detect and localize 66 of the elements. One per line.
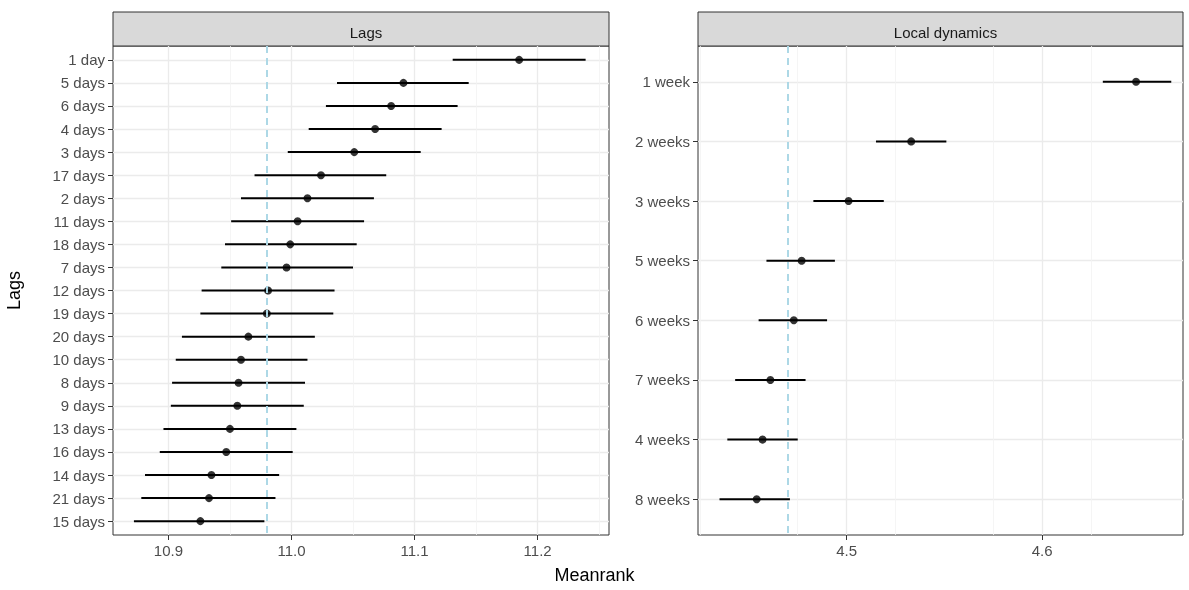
y-tick-label: 1 week (642, 73, 691, 91)
y-tick-label: 4 weeks (634, 431, 690, 449)
point (844, 197, 853, 206)
point (222, 447, 231, 456)
y-tick-label: 3 weeks (634, 192, 690, 210)
y-tick-label: 9 days (60, 397, 105, 415)
x-axis-title: Meanrank (554, 565, 636, 585)
point (282, 263, 291, 272)
point (317, 171, 325, 180)
point (286, 240, 295, 249)
point (387, 101, 396, 110)
y-tick-label: 2 days (60, 189, 105, 207)
y-tick-label: 15 days (52, 512, 105, 530)
point (233, 401, 242, 410)
y-tick-label: 4 days (60, 120, 105, 138)
x-tick-label: 11.0 (277, 542, 306, 559)
y-tick-label: 17 days (52, 166, 105, 184)
point (303, 194, 312, 203)
point (234, 378, 243, 387)
x-tick-label: 10.9 (153, 542, 183, 559)
point (797, 256, 806, 265)
chart-title: Local dynamics (893, 24, 998, 41)
y-tick-label: 6 days (60, 97, 105, 115)
y-tick-label: 13 days (52, 420, 105, 438)
y-tick-label: 8 weeks (634, 490, 690, 508)
x-tick-label: 4.6 (1031, 542, 1053, 559)
y-tick-label: 20 days (52, 328, 105, 346)
point (371, 125, 380, 134)
y-tick-label: 14 days (52, 466, 105, 484)
y-tick-label: 6 weeks (634, 311, 690, 329)
y-axis-title: Lags (4, 270, 24, 311)
y-tick-label: 21 days (52, 489, 105, 507)
y-tick-label: 1 day (68, 51, 106, 69)
y-tick-label: 7 days (60, 258, 105, 276)
point (293, 217, 302, 226)
point (766, 375, 775, 384)
point (237, 355, 245, 364)
point (244, 332, 253, 341)
y-tick-label: 12 days (52, 282, 105, 299)
point (907, 137, 916, 146)
y-tick-label: 16 days (52, 443, 105, 461)
point (225, 424, 234, 433)
point (758, 435, 767, 444)
point (1132, 77, 1141, 86)
y-tick-label: 18 days (52, 235, 105, 253)
y-tick-label: 5 weeks (634, 252, 690, 270)
y-tick-label: 11 days (53, 212, 105, 230)
x-tick-label: 11.2 (523, 542, 552, 559)
y-tick-label: 10 days (52, 351, 105, 369)
x-tick-label: 11.1 (400, 542, 429, 559)
y-tick-label: 2 weeks (634, 132, 690, 150)
point (196, 517, 205, 526)
y-tick-label: 19 days (52, 305, 105, 323)
point (789, 316, 798, 325)
point (752, 495, 761, 504)
y-tick-label: 3 days (60, 143, 105, 161)
point (350, 148, 359, 157)
chart-title: Lags (349, 24, 383, 41)
point (515, 55, 524, 64)
point (205, 494, 213, 503)
y-tick-label: 8 days (60, 374, 105, 392)
point (399, 78, 408, 87)
x-tick-label: 4.5 (836, 542, 858, 559)
y-tick-label: 7 weeks (634, 371, 690, 389)
point (207, 471, 216, 480)
y-tick-label: 5 days (60, 74, 105, 92)
